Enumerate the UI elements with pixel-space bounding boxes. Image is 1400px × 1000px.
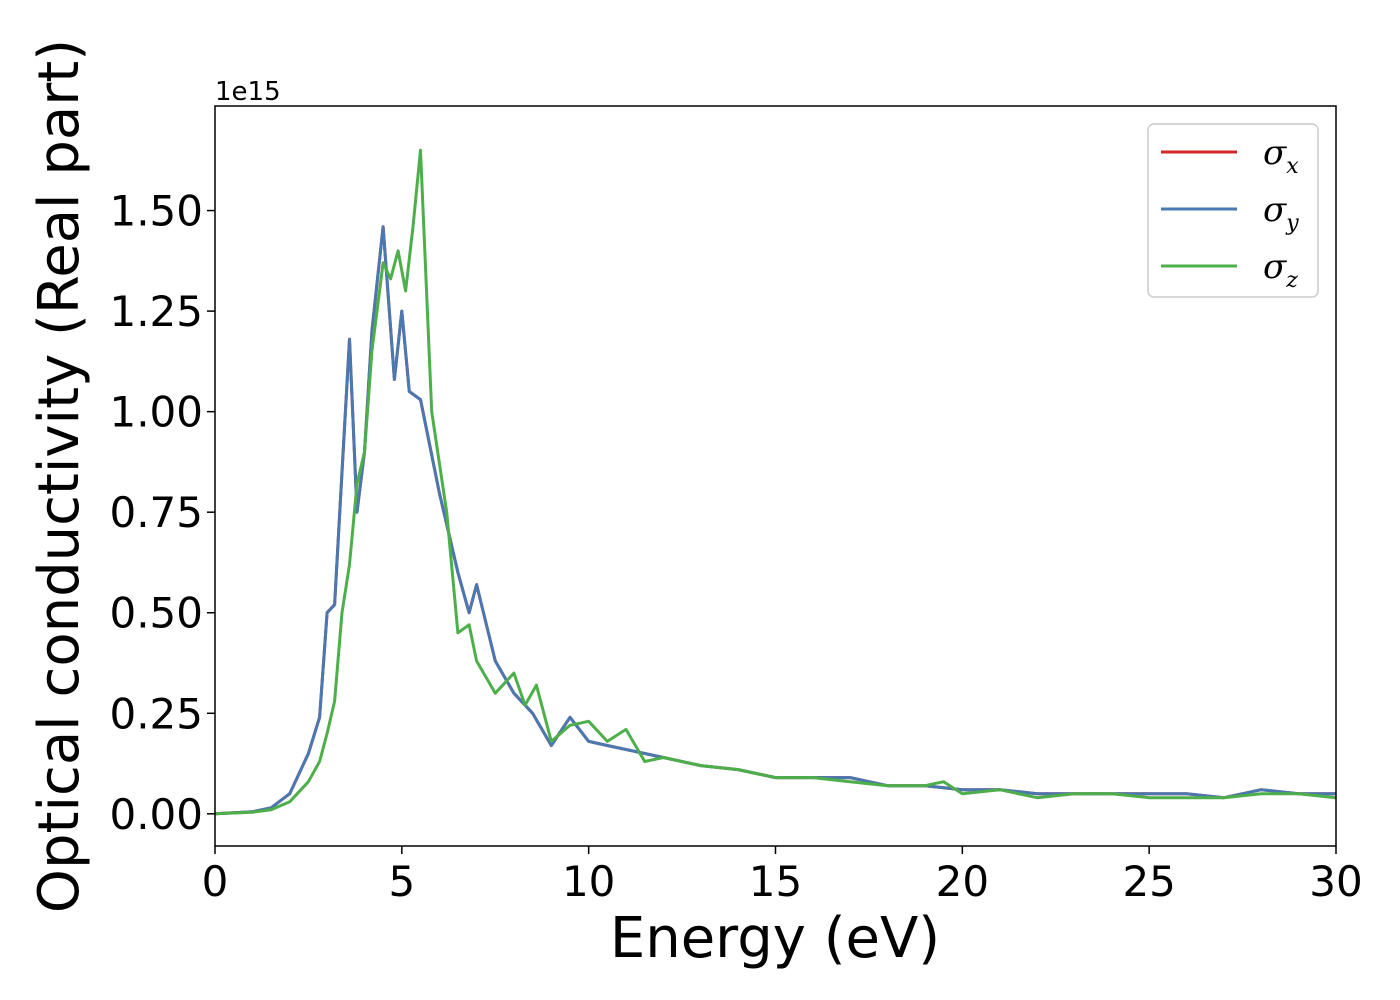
y-axis-label: Optical conductivity (Real part)	[27, 39, 92, 913]
x-tick-label: 5	[388, 857, 415, 906]
legend: σx σy σz	[1147, 123, 1319, 298]
x-axis-ticks: 0 5 10 15 20 25 30	[202, 846, 1363, 906]
legend-label: σz	[1263, 247, 1298, 293]
y-offset-label: 1e15	[215, 77, 281, 107]
y-tick-label: 0.25	[109, 689, 203, 738]
series-line-1	[214, 225, 1336, 816]
series-lines	[214, 148, 1337, 816]
x-tick-label: 0	[202, 857, 229, 906]
legend-label: σy	[1263, 190, 1299, 236]
series-line-2	[214, 225, 1336, 816]
y-tick-label: 1.50	[109, 187, 203, 236]
x-axis-label: Energy (eV)	[610, 906, 940, 971]
x-tick-label: 15	[749, 857, 802, 906]
x-tick-label: 10	[562, 857, 615, 906]
y-tick-label: 0.50	[109, 589, 203, 638]
x-tick-label: 30	[1309, 857, 1362, 906]
legend-label: σx	[1263, 133, 1299, 179]
x-tick-label: 20	[936, 857, 989, 906]
y-axis-ticks: 0.00 0.25 0.50 0.75 1.00 1.25 1.50	[109, 187, 215, 839]
series-line-3	[214, 148, 1337, 816]
y-tick-label: 1.25	[109, 287, 203, 336]
y-tick-label: 0.00	[109, 790, 203, 839]
x-tick-label: 25	[1122, 857, 1175, 906]
y-tick-label: 1.00	[109, 388, 203, 437]
y-tick-label: 0.75	[109, 488, 203, 537]
